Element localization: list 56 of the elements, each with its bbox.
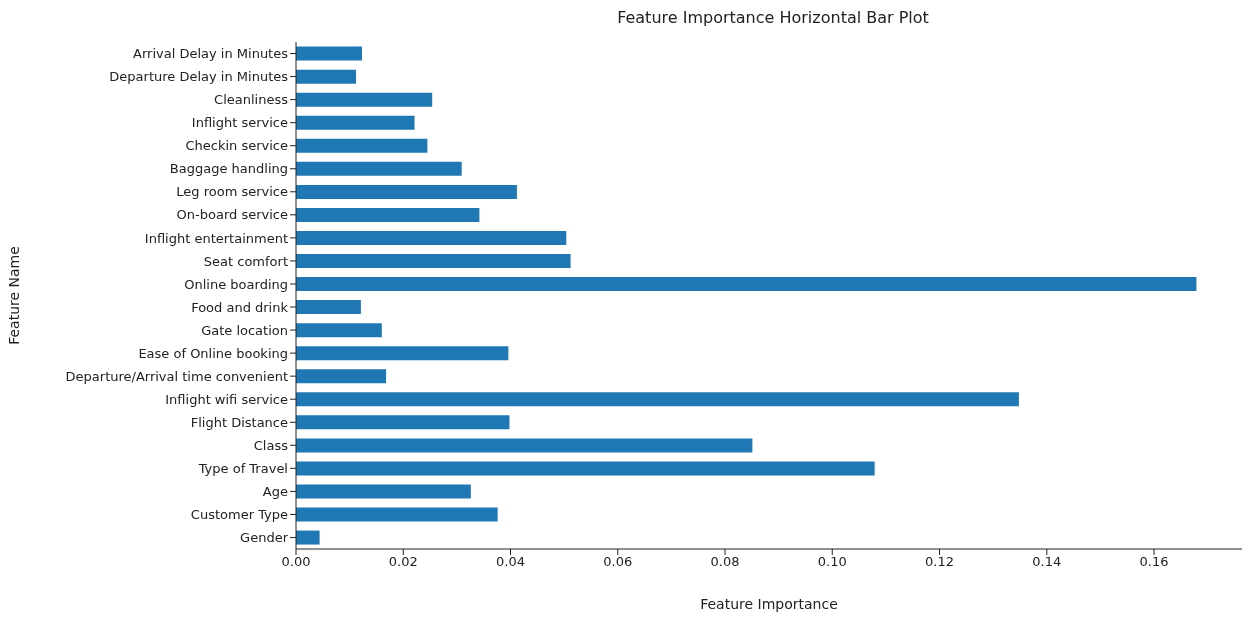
x-tick-label: 0.06 — [603, 554, 633, 570]
y-tick-label: Class — [253, 437, 289, 453]
y-tick-label: Gender — [240, 530, 289, 546]
x-tick-label: 0.16 — [1139, 554, 1169, 570]
y-tick-label: On-board service — [176, 207, 288, 223]
y-tick-label: Age — [262, 484, 288, 499]
x-tick-label: 0.00 — [281, 554, 311, 570]
y-tick-label: Inflight entertainment — [144, 230, 288, 246]
bar — [296, 438, 753, 453]
y-tick-label: Leg room service — [176, 184, 288, 200]
y-tick-label: Cleanliness — [214, 92, 289, 108]
x-tick-label: 0.10 — [817, 554, 847, 570]
y-tick-label: Checkin service — [185, 138, 288, 154]
y-tick-label: Gate location — [201, 322, 288, 338]
y-tick-label: Food and drink — [191, 299, 289, 315]
y-tick-label: Customer Type — [190, 507, 288, 523]
x-tick-label: 0.14 — [1032, 554, 1062, 570]
x-tick-label: 0.04 — [496, 554, 525, 570]
x-tick-label: 0.08 — [710, 554, 740, 570]
y-tick-label: Ease of Online booking — [138, 345, 288, 361]
chart-title: Feature Importance Horizontal Bar Plot — [616, 8, 930, 29]
bar — [296, 230, 567, 245]
bar — [296, 207, 480, 222]
bar — [296, 115, 415, 130]
bar — [296, 323, 382, 338]
bar — [296, 507, 498, 522]
bar — [296, 46, 362, 61]
bar — [296, 254, 571, 269]
bar — [296, 461, 875, 476]
y-tick-label: Seat comfort — [203, 253, 288, 269]
bar — [296, 415, 510, 430]
y-tick-label: Type of Travel — [197, 460, 288, 476]
bar — [296, 138, 428, 153]
x-tick-label: 0.12 — [925, 554, 955, 570]
y-axis-title: Feature Name — [5, 246, 22, 345]
y-tick-label: Flight Distance — [190, 414, 288, 430]
bar — [296, 161, 462, 176]
bar — [296, 184, 517, 199]
bar — [296, 92, 433, 107]
bar — [296, 346, 509, 361]
y-tick-label: Departure Delay in Minutes — [109, 69, 289, 85]
y-tick-label: Departure/Arrival time convenient — [65, 368, 288, 384]
y-tick-label: Inflight service — [191, 115, 288, 131]
bar — [296, 69, 357, 84]
bar — [296, 300, 361, 315]
x-tick-label: 0.02 — [388, 554, 418, 570]
bar — [296, 484, 471, 499]
y-tick-label: Baggage handling — [169, 161, 288, 177]
x-axis-title: Feature Importance — [700, 596, 838, 612]
bar — [296, 277, 1197, 292]
bar — [296, 392, 1019, 407]
y-tick-label: Inflight wifi service — [165, 391, 288, 407]
y-tick-label: Arrival Delay in Minutes — [133, 46, 289, 62]
y-tick-label: Online boarding — [184, 276, 288, 292]
bar — [296, 369, 387, 384]
bar — [296, 530, 320, 545]
